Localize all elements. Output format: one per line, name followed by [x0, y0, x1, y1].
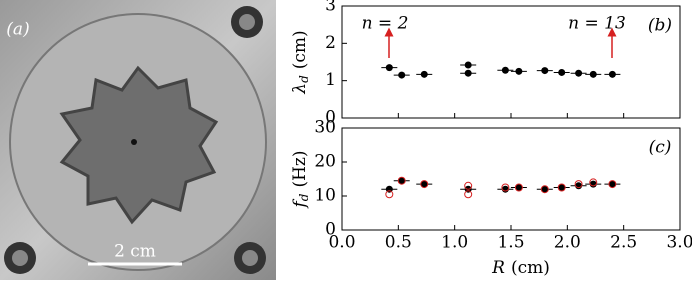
point [541, 185, 549, 193]
point [608, 180, 617, 189]
point [501, 185, 509, 193]
axis-symbol: R [491, 258, 505, 278]
point [464, 190, 473, 199]
y-tick-label: 30 [314, 118, 336, 138]
point [540, 185, 549, 194]
axis-label: fd (Hz) [290, 150, 311, 209]
y-tick-label: 3 [325, 0, 336, 16]
x-tick-label: 0.0 [328, 233, 355, 253]
axis-subscript: d [297, 75, 311, 83]
panel-label: (b) [648, 16, 672, 36]
point [464, 181, 473, 190]
axis-unit: (Hz) [290, 150, 310, 187]
annotation: n = 2 [362, 14, 409, 34]
point [420, 180, 429, 189]
photo: 2 cm (a) [0, 0, 276, 280]
axis-label: R (cm) [491, 258, 550, 278]
point [398, 177, 406, 185]
point [558, 184, 566, 191]
point [575, 69, 583, 77]
point [420, 70, 428, 78]
x-tick-label: 2.0 [554, 233, 581, 253]
axis-unit: (cm) [290, 30, 310, 69]
point [501, 183, 510, 192]
y-tick-label: 0 [325, 108, 336, 128]
axis-symbol: f [290, 199, 310, 210]
point [515, 67, 523, 75]
point [501, 66, 509, 74]
panel-label: (a) [6, 20, 29, 40]
panel-label: (c) [649, 138, 672, 158]
point [514, 183, 523, 192]
point [515, 184, 523, 191]
axis-unit: (cm) [511, 258, 550, 278]
point [608, 70, 616, 78]
x-tick-label: 2.5 [610, 233, 637, 253]
point [464, 69, 472, 77]
x-tick-label: 0.5 [385, 233, 412, 253]
y-tick-label: 2 [325, 33, 336, 53]
point [397, 176, 406, 185]
point [420, 180, 428, 188]
annotation: n = 13 [568, 14, 626, 34]
point [589, 178, 598, 187]
y-tick-label: 20 [314, 152, 336, 172]
axis-subscript: d [297, 193, 311, 201]
point [557, 183, 566, 192]
point [575, 182, 583, 190]
point [385, 190, 394, 199]
point [398, 71, 406, 79]
point [608, 180, 616, 188]
x-tick-label: 1.5 [497, 233, 524, 253]
x-tick-label: 1.0 [441, 233, 468, 253]
point [589, 70, 597, 78]
x-tick-label: 3.0 [666, 233, 692, 253]
y-tick-label: 1 [325, 70, 336, 90]
point [385, 64, 393, 72]
plot-frame [341, 127, 681, 231]
axis-symbol: λ [290, 83, 310, 95]
point [464, 61, 472, 69]
y-tick-label: 0 [325, 220, 336, 240]
point [558, 68, 566, 76]
point [574, 180, 583, 189]
axis-label: λd (cm) [290, 30, 311, 94]
scale-bar-label: 2 cm [114, 242, 156, 262]
point [541, 67, 549, 75]
y-tick-label: 10 [314, 186, 336, 206]
point [589, 180, 597, 188]
